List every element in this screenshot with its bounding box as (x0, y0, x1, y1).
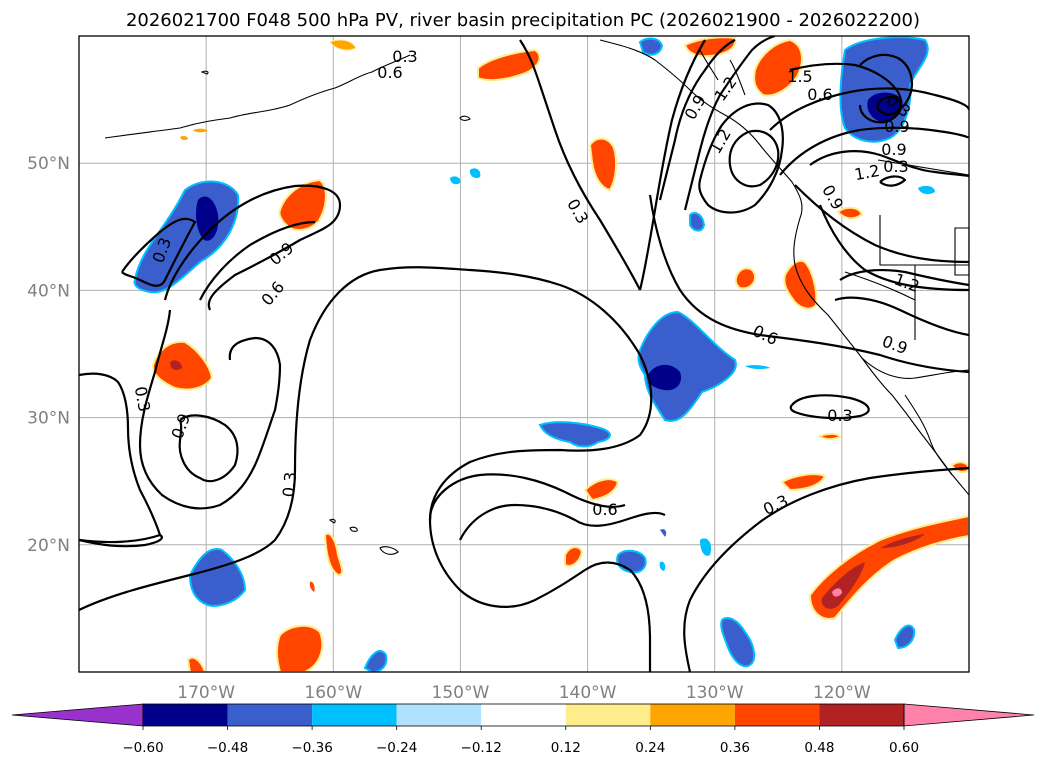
lon-tick-label: 130°W (686, 683, 744, 703)
shaded-region (276, 624, 324, 672)
latitude-tick-labels: 50°N 40°N 30°N 20°N (27, 154, 70, 556)
colorbar-tick-label: 0.48 (804, 740, 834, 756)
colorbar-tick-labels: −0.60 −0.48 −0.36 −0.24 −0.12 0.12 0.24 0.36 0.4… (122, 726, 919, 756)
shaded-region (821, 562, 865, 609)
shaded-region (700, 538, 712, 556)
colorbar-outline (142, 703, 905, 727)
colorbar-tick-label: 0.36 (720, 740, 750, 756)
contour-label: 0.6 (592, 500, 617, 519)
shaded-anomalies (133, 36, 969, 672)
shaded-region (564, 546, 584, 567)
colorbar-extend-low (11, 703, 144, 727)
longitude-tick-labels: 170°W 160°W 150°W 140°W 130°W 120°W (177, 683, 871, 703)
chart-title: 2026021700 F048 500 hPa PV, river basin … (126, 10, 920, 31)
colorbar-swatch (565, 704, 651, 726)
shaded-region (180, 135, 188, 141)
map-frame (78, 35, 970, 673)
lon-tick-label: 140°W (559, 683, 617, 703)
lon-tick-label: 160°W (304, 683, 362, 703)
colorbar-swatch (734, 704, 820, 726)
colorbar-swatch (650, 704, 735, 726)
map-area: 0.3 0.6 0.9 1.2 1.5 0.6 0.3 0.9 0.3 0.6 … (79, 36, 969, 672)
pv-contours (79, 36, 969, 672)
colorbar-tick-label: −0.48 (207, 740, 248, 756)
contour-label: 0.3 (883, 157, 908, 176)
colorbar (11, 703, 1035, 727)
shaded-region (660, 529, 667, 537)
shaded-region (309, 581, 315, 592)
shaded-region (720, 617, 756, 668)
shaded-region (734, 267, 757, 290)
colorbar-tick-label: −0.36 (291, 740, 332, 756)
colorbar-tick-label: 0.24 (635, 740, 665, 756)
contour-label: 0.3 (392, 47, 417, 66)
shaded-region (918, 185, 935, 195)
colorbar-swatch (143, 704, 228, 726)
shaded-region (323, 532, 344, 577)
colorbar-tick-label: −0.24 (376, 740, 417, 756)
contour-label: 0.3 (131, 385, 154, 413)
colorbar-tick-label: −0.60 (122, 740, 163, 756)
colorbar-tick-label: 0.60 (889, 740, 919, 756)
shaded-region (818, 432, 842, 441)
shaded-region (659, 561, 666, 571)
shaded-region (893, 624, 916, 650)
shaded-region (880, 534, 925, 548)
shaded-region (450, 176, 461, 185)
lon-tick-label: 120°W (813, 683, 871, 703)
contour-label: 0.9 (884, 117, 909, 136)
shaded-region (583, 478, 620, 502)
contour-label: 0.9 (881, 140, 906, 159)
contour-label: 1.5 (787, 67, 812, 86)
shaded-region (836, 206, 864, 220)
colorbar-swatch (819, 704, 904, 726)
shaded-region (196, 196, 219, 241)
shaded-region (745, 365, 770, 370)
shaded-region (329, 39, 357, 51)
shaded-region (647, 364, 682, 391)
shaded-region (469, 168, 481, 179)
shaded-region (363, 649, 388, 672)
contour-label: 0.3 (279, 471, 300, 498)
lon-tick-label: 170°W (177, 683, 235, 703)
shaded-region (689, 212, 706, 232)
shaded-region (477, 48, 541, 82)
shaded-region (278, 178, 327, 231)
shaded-region (780, 473, 827, 492)
shaded-region (616, 549, 647, 574)
gridlines (79, 36, 969, 672)
colorbar-swatch (481, 704, 566, 726)
contour-label: 0.3 (827, 406, 852, 425)
colorbar-swatch (312, 704, 397, 726)
shaded-region (808, 514, 969, 620)
lat-tick-label: 30°N (27, 409, 70, 429)
shaded-region (151, 340, 214, 391)
lat-tick-label: 20°N (27, 536, 70, 556)
shaded-region (637, 310, 737, 422)
shaded-region (170, 360, 182, 370)
colorbar-swatch (227, 704, 313, 726)
contour-label: 0.6 (807, 85, 832, 104)
shaded-region (538, 421, 611, 448)
shaded-region (753, 38, 803, 97)
colorbar-tick-label: −0.12 (461, 740, 502, 756)
coastlines (104, 39, 969, 555)
shaded-region (783, 259, 818, 310)
colorbar-extend-high (903, 703, 1035, 727)
shaded-region (186, 656, 207, 672)
colorbar-tick-label: 0.12 (551, 740, 581, 756)
lon-tick-label: 150°W (432, 683, 490, 703)
colorbar-swatch (396, 704, 482, 726)
shaded-region (638, 37, 664, 56)
shaded-region (193, 128, 208, 133)
lat-tick-label: 50°N (27, 154, 70, 174)
lat-tick-label: 40°N (27, 281, 70, 301)
shaded-region (588, 137, 618, 192)
shaded-region (832, 588, 842, 597)
contour-label: 1.2 (853, 161, 881, 184)
contour-label: 0.6 (377, 63, 402, 82)
